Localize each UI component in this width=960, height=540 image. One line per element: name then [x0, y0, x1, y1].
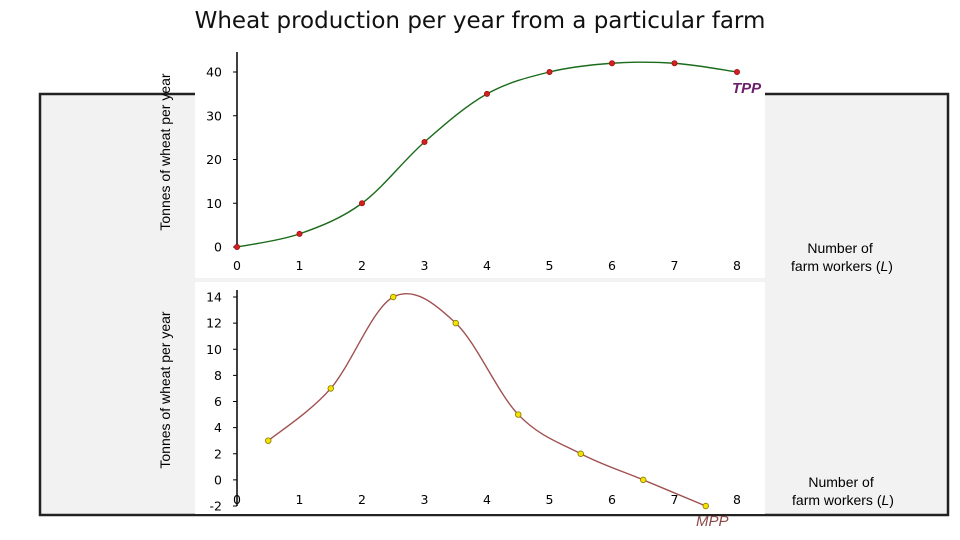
- mpp-y-tick-label: 6: [214, 394, 222, 409]
- mpp-x-ticks: 0 1 2 3 4 5 6 7 8: [233, 492, 741, 507]
- mpp-data-point: [515, 411, 522, 418]
- tpp-y-axis-label: Tonnes of wheat per year: [157, 73, 173, 231]
- tpp-data-point: [483, 90, 490, 97]
- mpp-y-tick-label: 2: [214, 446, 222, 461]
- mpp-y-tick-label: 14: [206, 290, 222, 305]
- mpp-data-point: [390, 293, 397, 301]
- tpp-x-tick-label: 2: [358, 258, 366, 273]
- mpp-x-tick-label: 1: [296, 492, 304, 507]
- tpp-y-tick-label: 20: [206, 152, 222, 167]
- tpp-data-point: [421, 138, 428, 145]
- mpp-x-tick-label: 4: [483, 492, 491, 507]
- mpp-y-axis-label: Tonnes of wheat per year: [157, 311, 173, 469]
- x-axis-label-line1: Number of: [807, 240, 872, 256]
- tpp-data-point: [671, 60, 678, 67]
- tpp-x-tick-label: 4: [483, 258, 491, 273]
- mpp-x-tick-label: 7: [671, 492, 679, 507]
- tpp-data-point: [734, 69, 741, 76]
- tpp-chart: 0 10 20 30 40 0 1 2 3 4 5 6 7 8 Tonnes of wheat per …: [157, 52, 893, 274]
- tpp-y-tick-label: 30: [206, 108, 222, 123]
- mpp-x-tick-label: 0: [233, 492, 241, 507]
- mpp-x-axis-label: Number of farm workers (L): [792, 474, 894, 508]
- mpp-x-tick-label: 6: [608, 492, 616, 507]
- tpp-x-tick-label: 0: [233, 258, 241, 273]
- mpp-x-tick-label: 3: [421, 492, 429, 507]
- mpp-y-tick-label: 0: [214, 472, 222, 487]
- tpp-data-point: [546, 69, 553, 76]
- mpp-data-point: [327, 385, 334, 392]
- mpp-data-point: [452, 319, 459, 327]
- tpp-series-label: TPP: [732, 80, 762, 97]
- x-axis-label-line1: Number of: [808, 474, 873, 490]
- mpp-series-line: [267, 292, 707, 507]
- tpp-x-tick-label: 5: [546, 258, 554, 273]
- tpp-data-point: [609, 60, 616, 67]
- tpp-x-tick-label: 1: [296, 258, 304, 273]
- tpp-data-point: [296, 230, 303, 237]
- page-title: Wheat production per year from a particu…: [194, 8, 766, 34]
- mpp-y-ticks: -2 0 2 4 6 8 10 12 14: [206, 290, 237, 514]
- tpp-y-tick-label: 10: [206, 196, 222, 211]
- mpp-y-tick-label: 4: [214, 420, 222, 435]
- tpp-plot-area: [195, 48, 765, 278]
- tpp-y-ticks: 0 10 20 30 40: [206, 65, 237, 255]
- tpp-series-line: [236, 61, 738, 248]
- tpp-points: [233, 60, 741, 250]
- tpp-x-tick-label: 7: [671, 258, 679, 273]
- mpp-x-tick-label: 5: [546, 492, 554, 507]
- tpp-y-tick-label: 40: [206, 65, 222, 80]
- mpp-data-point: [577, 450, 584, 457]
- mpp-data-point: [640, 476, 647, 484]
- tpp-x-tick-label: 8: [733, 258, 741, 273]
- mpp-data-point: [265, 437, 272, 444]
- tpp-y-tick-label: 0: [214, 240, 222, 255]
- mpp-y-tick-label: 8: [214, 368, 222, 383]
- mpp-points: [265, 293, 709, 510]
- mpp-y-tick-label: -2: [210, 499, 222, 514]
- tpp-x-axis-label: Number of farm workers (L): [791, 240, 893, 274]
- tpp-x-ticks: 0 1 2 3 4 5 6 7 8: [233, 258, 741, 273]
- x-axis-label-line2: farm workers (L): [792, 492, 894, 508]
- mpp-y-tick-label: 10: [206, 342, 222, 357]
- tpp-x-tick-label: 3: [421, 258, 429, 273]
- mpp-series-label: MPP: [696, 513, 729, 530]
- tpp-x-tick-label: 6: [608, 258, 616, 273]
- tpp-data-point: [233, 243, 240, 250]
- mpp-data-point: [702, 502, 709, 510]
- mpp-plot-area: [195, 282, 765, 514]
- mpp-x-tick-label: 8: [733, 492, 741, 507]
- mpp-y-tick-label: 12: [206, 316, 222, 331]
- tpp-data-point: [358, 200, 365, 207]
- mpp-x-tick-label: 2: [358, 492, 366, 507]
- x-axis-label-line2: farm workers (L): [791, 258, 893, 274]
